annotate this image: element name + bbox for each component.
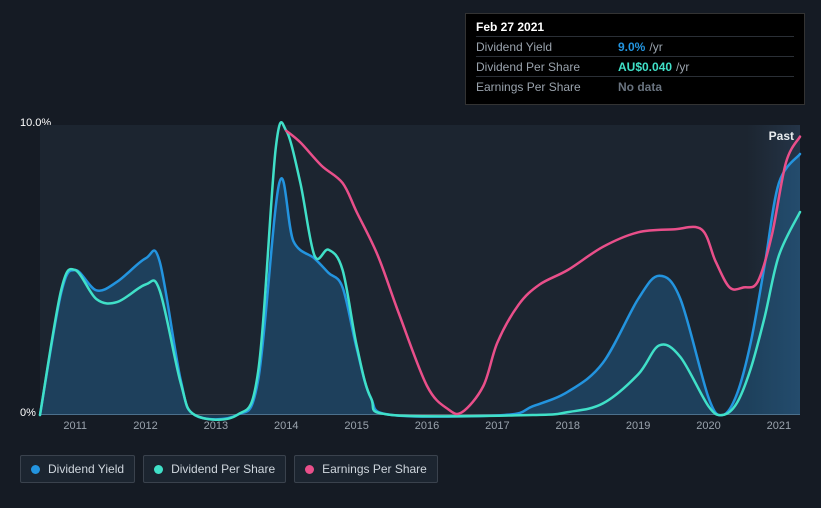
tooltip-title: Feb 27 2021 [476,20,794,36]
legend-swatch [31,465,40,474]
x-tick-label: 2017 [485,420,509,432]
series-area-dividend_yield [40,154,800,419]
tooltip-suffix: /yr [676,60,689,74]
x-tick-label: 2020 [696,420,720,432]
x-tick-label: 2015 [344,420,368,432]
x-tick-label: 2018 [556,420,580,432]
tooltip-key: Dividend Yield [476,40,618,54]
tooltip-key: Earnings Per Share [476,80,618,94]
legend-item[interactable]: Dividend Yield [20,455,135,483]
x-tick-label: 2021 [767,420,791,432]
x-tick-label: 2013 [204,420,228,432]
legend-label: Dividend Per Share [171,462,275,476]
x-tick-label: 2011 [63,420,87,432]
tooltip-suffix: /yr [649,40,662,54]
legend-swatch [154,465,163,474]
legend-item[interactable]: Dividend Per Share [143,455,286,483]
tooltip-value: AU$0.040 [618,60,672,74]
tooltip-value: 9.0% [618,40,645,54]
tooltip-key: Dividend Per Share [476,60,618,74]
x-tick-label: 2012 [133,420,157,432]
tooltip-value: No data [618,80,662,94]
legend-label: Dividend Yield [48,462,124,476]
plot-area[interactable]: Past [40,125,800,415]
legend-label: Earnings Per Share [322,462,427,476]
chart-lines [40,125,800,414]
y-tick-label: 0% [20,407,36,419]
chart-tooltip: Feb 27 2021 Dividend Yield9.0%/yrDividen… [465,13,805,105]
tooltip-row: Dividend Per ShareAU$0.040/yr [476,56,794,76]
tooltip-row: Earnings Per ShareNo data [476,76,794,96]
x-tick-label: 2014 [274,420,298,432]
legend-swatch [305,465,314,474]
legend: Dividend Yield Dividend Per Share Earnings… [20,455,438,483]
tooltip-row: Dividend Yield9.0% /yr [476,36,794,56]
x-tick-label: 2019 [626,420,650,432]
dividend-chart: 0%10.0% Past 201120122013201420152016201… [20,110,800,430]
legend-item[interactable]: Earnings Per Share [294,455,438,483]
x-tick-label: 2016 [415,420,439,432]
